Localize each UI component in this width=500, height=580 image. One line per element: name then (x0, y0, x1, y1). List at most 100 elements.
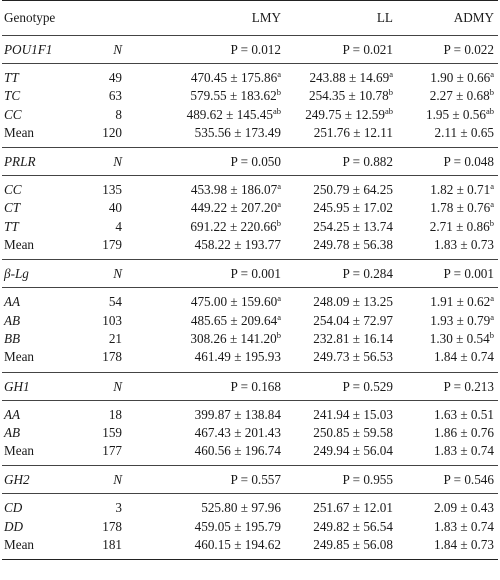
lmy-value-text: 691.22 ± 220.66 (190, 218, 277, 234)
ll-value-text: 254.04 ± 72.97 (313, 312, 393, 328)
lmy-value-text: 459.05 ± 195.79 (194, 518, 281, 534)
lmy-value: 535.56 ± 173.49 (195, 124, 281, 142)
admy-value-text: 1.90 ± 0.66 (430, 70, 491, 85)
lmy-value-text: 458.22 ± 193.77 (194, 237, 281, 253)
p-value-ll: P = 0.284 (342, 266, 393, 282)
mean-row: Mean 178 461.49 ± 195.93 249.73 ± 56.53 1.84… (2, 348, 498, 366)
admy-value: 1.82 ± 0.71a (430, 181, 494, 199)
sample-count: 49 (108, 70, 122, 85)
ll-value: 241.94 ± 15.03 (313, 406, 393, 424)
admy-value: 1.93 ± 0.79a (430, 312, 494, 330)
sample-count: 63 (108, 88, 122, 104)
sample-count: 135 (102, 182, 122, 198)
section-divider (2, 175, 498, 181)
admy-value: 1.91 ± 0.62a (430, 293, 494, 311)
gene-name: GH1 (4, 378, 30, 394)
p-value-admy: P = 0.022 (443, 42, 494, 57)
lmy-value-text: 525.80 ± 97.96 (201, 500, 281, 516)
admy-value-text: 1.83 ± 0.74 (434, 443, 494, 459)
admy-value-text: 1.30 ± 0.54 (429, 330, 490, 346)
lmy-value-text: 449.22 ± 207.20 (190, 200, 278, 216)
header-genotype: Genotype (4, 10, 56, 25)
lmy-value: 485.65 ± 209.64a (191, 312, 281, 330)
genotype-label: Mean (4, 443, 35, 459)
significance-letter: a (389, 69, 393, 79)
ll-value-text: 249.94 ± 56.04 (313, 443, 393, 459)
significance-letter: b (276, 87, 281, 98)
lmy-value: 458.22 ± 193.77 (195, 236, 281, 254)
ll-value-text: 249.82 ± 56.54 (313, 518, 393, 534)
genotype-row: CT 40 449.22 ± 207.20a 245.95 ± 17.02 1.78 ±… (2, 199, 498, 217)
genotype-row: CC 8 489.62 ± 145.45ab 249.75 ± 12.59ab 1.95… (2, 106, 498, 124)
significance-letter: a (277, 69, 281, 79)
lmy-value: 461.49 ± 195.93 (195, 348, 281, 366)
ll-value: 249.85 ± 56.08 (313, 536, 393, 554)
sample-count: 178 (102, 349, 122, 365)
p-value-lmy: P = 0.050 (230, 154, 281, 170)
genotype-label: CT (4, 200, 21, 216)
genotype-label: CC (4, 106, 22, 122)
sample-count: 177 (102, 443, 122, 459)
admy-value: 1.83 ± 0.74 (434, 518, 494, 536)
genotype-label: AB (4, 312, 21, 328)
p-value-ll: P = 0.021 (342, 42, 393, 57)
p-value-ll: P = 0.529 (342, 378, 393, 394)
lmy-value: 579.55 ± 183.62b (190, 87, 281, 105)
header-ll: LL (376, 10, 393, 25)
section-divider (2, 63, 498, 69)
gene-name: POU1F1 (4, 42, 53, 57)
ll-value: 249.75 ± 12.59ab (305, 106, 393, 124)
significance-letter: a (277, 293, 281, 304)
section-divider (2, 287, 498, 293)
genotype-label: CC (4, 182, 22, 198)
genotype-association-table: Genotype LMY LL ADMY POU1F1 N P = 0.012 P =… (2, 0, 498, 561)
lmy-value-text: 485.65 ± 209.64 (190, 312, 278, 328)
sample-count: 18 (108, 406, 122, 422)
ll-value: 254.35 ± 10.78b (309, 87, 393, 105)
genotype-row: AA 18 399.87 ± 138.84 241.94 ± 15.03 1.63 ± … (2, 406, 498, 424)
n-label: N (113, 42, 122, 57)
admy-value: 1.90 ± 0.66a (430, 69, 494, 87)
genotype-row: CD 3 525.80 ± 97.96 251.67 ± 12.01 2.09 ± 0.… (2, 499, 498, 517)
sample-count: 178 (102, 518, 122, 534)
lmy-value-text: 399.87 ± 138.84 (194, 406, 281, 422)
section-divider (2, 399, 498, 406)
ll-value-text: 248.09 ± 13.25 (313, 294, 393, 310)
genotype-label: Mean (4, 237, 35, 253)
ll-value: 249.73 ± 56.53 (313, 348, 393, 366)
lmy-value: 453.98 ± 186.07a (191, 181, 281, 199)
ll-value-text: 241.94 ± 15.03 (313, 406, 393, 422)
lmy-value: 489.62 ± 145.45ab (187, 106, 281, 124)
significance-letter: ab (384, 105, 393, 116)
header-admy: ADMY (453, 10, 494, 25)
p-value-admy: P = 0.001 (443, 266, 494, 282)
genotype-label: DD (4, 518, 24, 534)
admy-value-text: 1.95 ± 0.56 (425, 106, 486, 122)
p-value-ll: P = 0.882 (342, 154, 393, 170)
significance-letter: ab (272, 105, 281, 116)
lmy-value-text: 535.56 ± 173.49 (194, 124, 281, 140)
genotype-row: CC 135 453.98 ± 186.07a 250.79 ± 64.25 1.82 … (2, 181, 498, 199)
lmy-value: 470.45 ± 175.86a (191, 69, 281, 87)
mean-row: Mean 179 458.22 ± 193.77 249.78 ± 56.38 1.83… (2, 236, 498, 254)
lmy-value-text: 460.15 ± 194.62 (194, 537, 281, 553)
ll-value: 243.88 ± 14.69a (309, 69, 393, 87)
ll-value-text: 254.35 ± 10.78 (308, 88, 389, 104)
ll-value: 249.78 ± 56.38 (313, 236, 393, 254)
significance-letter: a (277, 311, 281, 322)
section-spacer (2, 554, 498, 561)
p-value-lmy: P = 0.001 (230, 266, 281, 282)
genotype-row: TT 49 470.45 ± 175.86a 243.88 ± 14.69a 1.90 … (2, 69, 498, 87)
ll-value: 251.76 ± 12.11 (314, 124, 393, 142)
ll-value-text: 249.73 ± 56.53 (313, 349, 393, 365)
mean-row: Mean 177 460.56 ± 196.74 249.94 ± 56.04 1.83… (2, 442, 498, 460)
lmy-value: 691.22 ± 220.66b (190, 218, 281, 236)
admy-value: 1.84 ± 0.73 (434, 536, 494, 554)
sample-count: 103 (102, 312, 122, 328)
n-label: N (113, 378, 122, 394)
ll-value-text: 249.85 ± 56.08 (313, 537, 393, 553)
ll-value-text: 249.78 ± 56.38 (313, 237, 393, 253)
lmy-value: 399.87 ± 138.84 (195, 406, 281, 424)
sample-count: 120 (102, 124, 122, 140)
genotype-label: AB (4, 424, 21, 440)
